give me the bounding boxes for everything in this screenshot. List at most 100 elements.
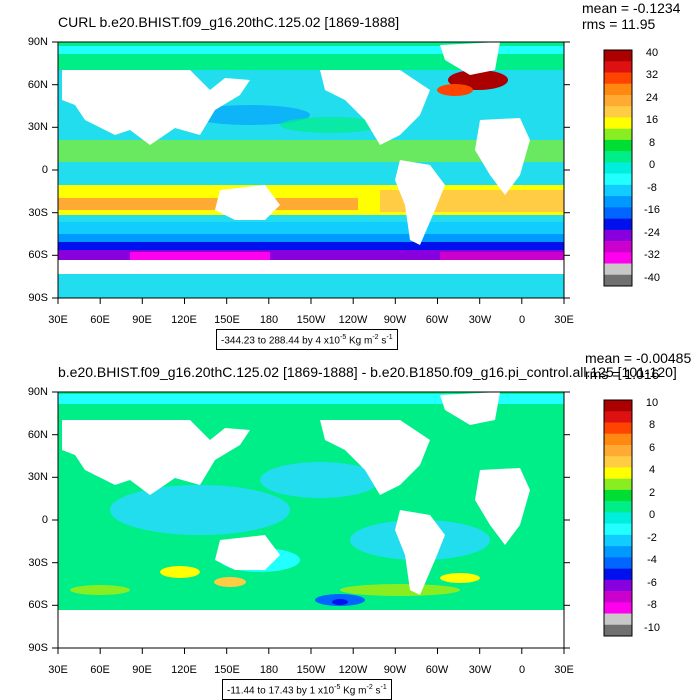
colorbar-swatch [604, 274, 632, 287]
colorbar-label: 6 [648, 442, 656, 454]
colorbar-swatch [604, 444, 632, 457]
colorbar-swatch [604, 229, 632, 242]
colorbar-swatch [604, 400, 632, 412]
colorbar-swatch [604, 61, 632, 73]
mean-value: mean = -0.00485 [585, 350, 692, 366]
map-field [58, 392, 564, 648]
colorbar-swatch [604, 422, 632, 435]
lat-label: 0 [41, 514, 48, 526]
colorbar-swatch [604, 591, 632, 603]
colorbar-swatch [604, 151, 632, 163]
colorbar-label: -32 [644, 249, 660, 261]
lat-label: 30N [27, 471, 48, 483]
colorbar-swatch [604, 218, 632, 231]
colorbar-frame [603, 399, 633, 637]
colorbar-swatch [604, 184, 632, 197]
map-ticks [52, 41, 570, 304]
lon-label: 90E [132, 314, 152, 326]
lon-label: 120E [171, 664, 197, 676]
colorbar-label: -8 [647, 182, 657, 194]
lat-label: 0 [41, 164, 48, 176]
colorbar-swatch [604, 467, 632, 479]
colorbar-label: 0 [648, 509, 656, 521]
colorbar-swatch [604, 196, 632, 208]
colorbar-swatch [604, 139, 632, 152]
lon-label: 0 [518, 314, 526, 326]
lon-label: 180 [259, 664, 279, 676]
lon-label: 120W [338, 314, 368, 326]
panel-title: CURL b.e20.BHIST.f09_g16.20thC.125.02 [1… [58, 14, 400, 30]
range-unit-tail-exponent: -1 [380, 684, 387, 691]
colorbar-swatch [604, 106, 632, 118]
lon-label: 180 [259, 314, 279, 326]
colorbar-swatch [604, 117, 632, 129]
colorbar-label: 8 [648, 419, 656, 431]
colorbar-swatch [604, 83, 632, 96]
colorbar-swatch [604, 624, 632, 637]
lat-label: 90S [28, 292, 48, 304]
panel-top: CURL b.e20.BHIST.f09_g16.20thC.125.02 [1… [27, 0, 680, 351]
lon-label: 120W [338, 664, 368, 676]
lon-label: 30W [468, 314, 492, 326]
colorbar-label: 10 [645, 397, 659, 409]
colorbar-swatch [604, 579, 632, 592]
map-field [58, 42, 564, 298]
colorbar-swatch [604, 546, 632, 558]
lon-label: 30E [48, 664, 68, 676]
colorbar-label: 4 [648, 464, 656, 476]
lon-label: 60W [425, 314, 449, 326]
colorbar-swatch [604, 613, 632, 626]
lon-label: 150E [214, 314, 240, 326]
contour-range-box: -11.44 to 17.43 by 1 x10-5 Kg m-2 s-1 [222, 679, 392, 700]
rms-value: rms = 11.95 [582, 16, 656, 32]
map-plot [52, 41, 570, 304]
lon-label: 30W [468, 664, 492, 676]
colorbar-swatch [604, 501, 632, 513]
lon-label: 60E [90, 314, 110, 326]
range-unit-tail: s [372, 685, 381, 697]
lon-label: 30E [554, 314, 574, 326]
range-exponent: -5 [334, 684, 341, 691]
colorbar-label: -6 [647, 577, 657, 589]
colorbar-label: 32 [645, 69, 659, 81]
colorbar [603, 399, 633, 637]
range-exponent: -5 [339, 334, 347, 341]
colorbar-label: 0 [648, 159, 656, 171]
colorbar-label: -24 [644, 227, 660, 239]
colorbar-label: -40 [644, 272, 660, 284]
lat-label: 30S [28, 557, 48, 569]
panel-title: b.e20.BHIST.f09_g16.20thC.125.02 [1869-1… [58, 364, 677, 380]
range-text: -11.44 to 17.43 by 1 x10 [227, 685, 335, 697]
colorbar-label: 2 [648, 487, 656, 499]
colorbar-swatch [604, 433, 632, 446]
lon-label: 150W [296, 314, 326, 326]
lat-label: 60N [27, 429, 48, 441]
colorbar-label: -10 [644, 622, 660, 634]
range-unit: Kg m [346, 335, 373, 347]
range-text: -344.23 to 288.44 by 4 x10 [221, 335, 340, 347]
range-unit-tail-exponent: -1 [386, 334, 393, 341]
colorbar-swatch [604, 557, 632, 569]
map-plot [52, 391, 570, 654]
colorbar-swatch [604, 50, 632, 62]
lon-label: 90W [383, 314, 407, 326]
range-unit-tail: s [378, 335, 387, 347]
panel-bottom: b.e20.BHIST.f09_g16.20thC.125.02 [1869-1… [0, 350, 700, 700]
colorbar-swatch [604, 478, 632, 491]
lat-label: 60N [27, 79, 48, 91]
lon-label: 60W [425, 664, 449, 676]
range-unit-exponent: -2 [366, 684, 373, 691]
lat-label: 30N [27, 121, 48, 133]
colorbar-swatch [604, 173, 632, 186]
lon-label: 0 [518, 664, 526, 676]
colorbar-swatch [604, 72, 632, 85]
colorbar-swatch [604, 602, 632, 614]
contour-range-box: -344.23 to 288.44 by 4 x10-5 Kg m-2 s-1 [216, 329, 398, 351]
lon-label: 30E [554, 664, 574, 676]
map-ticks [52, 391, 570, 654]
colorbar [603, 49, 633, 287]
colorbar-label: -8 [647, 599, 657, 611]
lon-label: 120E [171, 314, 197, 326]
lat-label: 60S [28, 249, 48, 261]
colorbar-swatch [604, 241, 632, 253]
